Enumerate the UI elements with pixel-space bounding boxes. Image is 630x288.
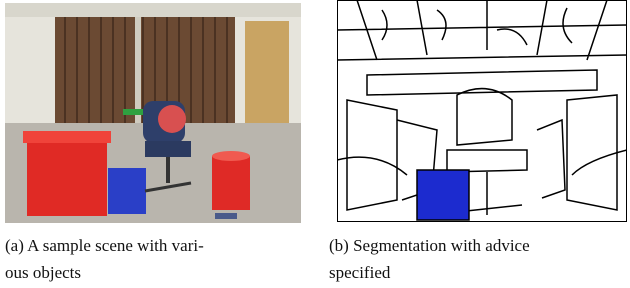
caption-b: (b) Segmentation with advice specified <box>329 232 530 286</box>
segmentation-image <box>337 0 627 222</box>
caption-line: specified <box>329 259 530 286</box>
caption-line: (b) Segmentation with advice <box>329 232 530 259</box>
caption-a: (a) A sample scene with vari- ous object… <box>5 232 204 286</box>
caption-line: ous objects <box>5 259 204 286</box>
page: (a) A sample scene with vari- ous object… <box>0 0 630 288</box>
scene-photo <box>5 3 301 223</box>
caption-line: (a) A sample scene with vari- <box>5 232 204 259</box>
